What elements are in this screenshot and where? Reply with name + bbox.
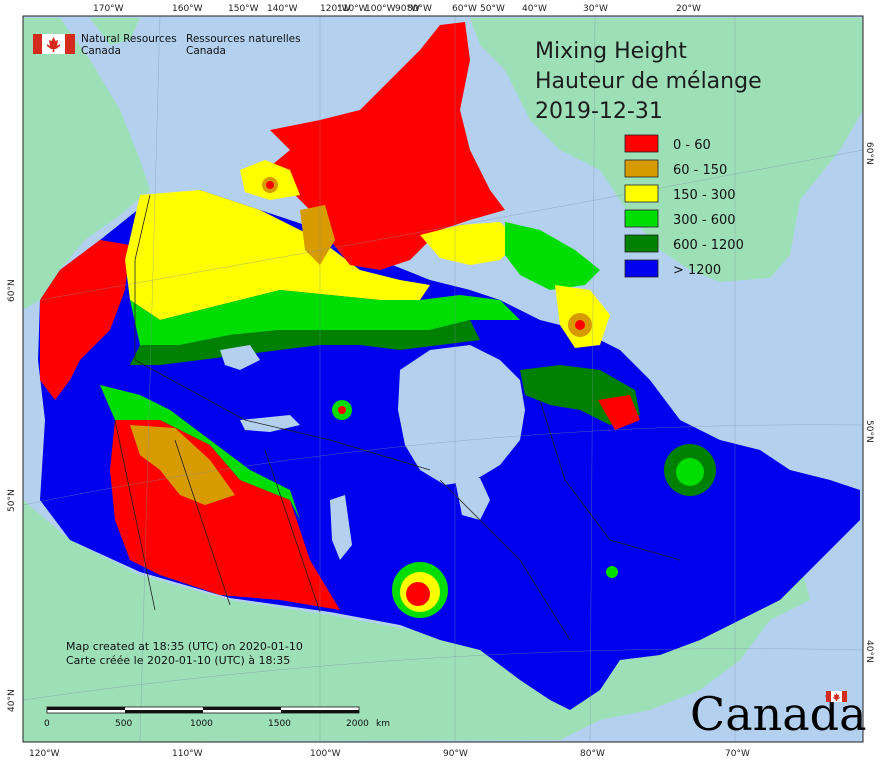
scale-label-4: 2000 (346, 719, 369, 729)
ungava-red (598, 395, 640, 430)
tick-top-1: 160°W (172, 4, 203, 14)
map-frame (22, 15, 864, 743)
agency-signature: Natural Resources Canada Ressources natu… (33, 33, 301, 57)
legend-label-5: > 1200 (673, 263, 721, 278)
graticule-labels-top: 170°W 160°W 150°W 140°W 120°W 110°W 100°… (93, 4, 701, 14)
tick-bottom-2: 100°W (310, 749, 341, 759)
tick-right-2: 40°N (864, 640, 874, 663)
graticule-labels-right: 60°N 50°N 40°N (864, 142, 874, 663)
legend-label-2: 150 - 300 (673, 188, 736, 203)
alaska-land (23, 18, 150, 310)
tick-top-10: 50°W (480, 4, 505, 14)
scale-label-0: 0 (44, 719, 50, 729)
legend-swatch-1 (624, 159, 659, 178)
ontario-hotspot-inner (406, 582, 430, 606)
graticule-labels-left: 60°N 50°N 40°N (7, 279, 17, 712)
tick-top-7: 90°W (395, 4, 420, 14)
east-hotspot (606, 566, 618, 578)
agency-name-fr-line1: Ressources naturelles (186, 33, 301, 45)
prairie-green-fringe (100, 385, 300, 520)
graticule (22, 15, 864, 743)
province-borders (114, 194, 681, 641)
scale-label-3: 1500 (268, 719, 291, 729)
lake-winnipeg (330, 495, 352, 560)
tick-top-5: 110°W (337, 4, 368, 14)
tick-left-2: 40°N (7, 689, 17, 712)
legend-label-0: 0 - 60 (673, 138, 711, 153)
arctic-green-band (130, 290, 520, 345)
tick-top-6: 100°W (365, 4, 396, 14)
agency-name-en-line1: Natural Resources (81, 33, 177, 45)
graticule-labels-bottom: 120°W 110°W 100°W 90°W 80°W 70°W (29, 749, 750, 759)
tick-top-12: 30°W (583, 4, 608, 14)
title-line1: Mixing Height (535, 39, 687, 64)
tick-top-13: 20°W (676, 4, 701, 14)
tick-bottom-5: 70°W (725, 749, 750, 759)
tick-top-3: 140°W (267, 4, 298, 14)
tick-left-0: 60°N (7, 279, 17, 302)
scale-unit: km (376, 719, 390, 729)
tick-top-8: 80°W (407, 4, 432, 14)
legend-label-3: 300 - 600 (673, 213, 736, 228)
legend-swatch-4 (624, 234, 659, 253)
scale-label-2: 1000 (190, 719, 213, 729)
legend-label-4: 600 - 1200 (673, 238, 744, 253)
scale-label-1: 500 (115, 719, 132, 729)
credit-en: Map created at 18:35 (UTC) on 2020-01-10 (66, 640, 303, 653)
baffin-yellow (420, 222, 520, 265)
scale-bar: 0 500 1000 1500 2000 km (44, 706, 390, 729)
tick-bottom-0: 120°W (29, 749, 60, 759)
arctic-yellow-band (125, 190, 430, 320)
arctic-orange-patch (300, 205, 335, 265)
baffin-green (505, 222, 600, 290)
map-area (22, 15, 864, 743)
map-credits: Map created at 18:35 (UTC) on 2020-01-10… (66, 640, 303, 667)
tick-right-1: 50°N (864, 420, 874, 443)
canada-flag-icon (33, 34, 75, 54)
great-slave-lake (240, 415, 300, 432)
wordmark-flag-icon (826, 691, 847, 702)
great-bear-lake (220, 345, 260, 370)
legend: 0 - 60 60 - 150 150 - 300 300 - 600 600 - 12… (624, 134, 744, 278)
tick-top-4: 120°W (320, 4, 351, 14)
tick-bottom-4: 80°W (580, 749, 605, 759)
map-title: Mixing Height Hauteur de mélange 2019-12… (535, 39, 762, 124)
legend-label-1: 60 - 150 (673, 163, 727, 178)
nw-hotspot-core (338, 406, 346, 414)
united-states-land (23, 500, 810, 742)
tick-top-11: 40°W (522, 4, 547, 14)
arctic-hotspot-core (266, 181, 274, 189)
legend-swatch-3 (624, 209, 659, 228)
quebec-hotspot-inner (676, 458, 704, 486)
title-line2: Hauteur de mélange (535, 69, 762, 94)
agency-name-fr-line2: Canada (186, 45, 226, 57)
james-bay (455, 478, 490, 520)
title-date: 2019-12-31 (535, 99, 663, 124)
hudson-bay (398, 345, 525, 485)
tick-right-0: 60°N (864, 142, 874, 165)
chukotka-land (90, 18, 140, 45)
credit-fr: Carte créée le 2020-01-10 (UTC) à 18:35 (66, 654, 290, 667)
tick-bottom-3: 90°W (443, 749, 468, 759)
legend-swatch-5 (624, 259, 659, 278)
canada-wordmark: Canada (690, 687, 867, 741)
tick-top-2: 150°W (228, 4, 259, 14)
arctic-darkgreen-band (130, 320, 480, 365)
tick-left-1: 50°N (7, 489, 17, 512)
tick-top-0: 170°W (93, 4, 124, 14)
tick-bottom-1: 110°W (172, 749, 203, 759)
legend-swatch-2 (624, 184, 659, 203)
prairie-orange-zone (130, 425, 235, 505)
western-red-zone (40, 240, 130, 400)
greenland-land (470, 18, 863, 282)
agency-name-en-line2: Canada (81, 45, 121, 57)
labrador-hotspot-core (575, 320, 585, 330)
tick-top-9: 60°W (452, 4, 477, 14)
legend-swatch-0 (624, 134, 659, 153)
